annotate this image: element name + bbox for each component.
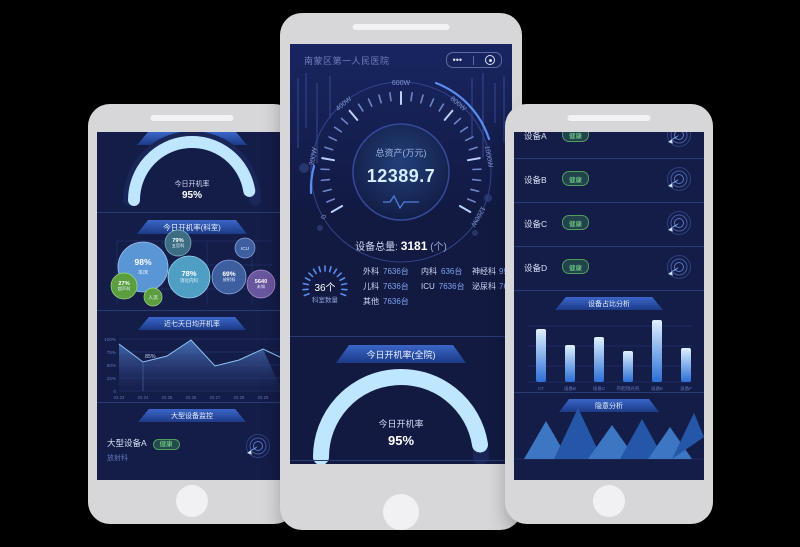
- svg-text:科室数量: 科室数量: [312, 295, 339, 304]
- svg-text:12389.7: 12389.7: [367, 166, 436, 186]
- svg-text:设备B: 设备B: [564, 385, 576, 392]
- svg-text:今日开机率: 今日开机率: [175, 179, 210, 188]
- svg-text:95%: 95%: [388, 433, 414, 448]
- svg-text:03.26: 03.26: [186, 395, 197, 400]
- svg-text:200W: 200W: [309, 147, 319, 167]
- svg-text:总资产(万元): 总资产(万元): [376, 147, 427, 158]
- svg-text:50%: 50%: [107, 363, 116, 368]
- svg-text:设备C: 设备C: [593, 385, 606, 392]
- svg-text:1000W: 1000W: [483, 145, 494, 168]
- svg-text:75%: 75%: [107, 350, 116, 355]
- svg-text:03.28: 03.28: [234, 395, 245, 400]
- svg-text:25%: 25%: [107, 376, 116, 381]
- svg-text:1200W: 1200W: [469, 205, 486, 228]
- svg-text:85%: 85%: [145, 354, 156, 360]
- svg-text:36个: 36个: [314, 282, 335, 294]
- svg-text:未知: 未知: [257, 283, 265, 290]
- svg-text:超声科: 超声科: [118, 285, 131, 292]
- svg-text:本床: 本床: [138, 268, 149, 276]
- svg-text:消化内科: 消化内科: [180, 277, 198, 284]
- svg-text:03.25: 03.25: [162, 395, 173, 400]
- svg-text:400W: 400W: [335, 95, 354, 112]
- svg-text:今日开机率: 今日开机率: [378, 418, 423, 429]
- svg-text:03.27: 03.27: [210, 395, 221, 400]
- svg-text:内胆镜光机: 内胆镜光机: [617, 385, 640, 392]
- svg-text:设备F: 设备F: [680, 385, 692, 392]
- svg-text:78%: 78%: [181, 269, 196, 278]
- svg-text:03.24: 03.24: [138, 395, 149, 400]
- svg-text:人流: 人流: [148, 294, 158, 301]
- svg-text:98%: 98%: [134, 257, 151, 267]
- svg-text:五官科: 五官科: [172, 242, 185, 249]
- svg-text:ICU: ICU: [241, 246, 250, 252]
- svg-text:95%: 95%: [182, 190, 202, 201]
- svg-text:CT: CT: [538, 386, 544, 391]
- svg-text:03.29: 03.29: [258, 395, 269, 400]
- svg-text:放射科: 放射科: [223, 276, 236, 283]
- svg-text:600W: 600W: [392, 80, 411, 87]
- svg-text:100%: 100%: [104, 337, 116, 342]
- svg-text:设备E: 设备E: [651, 385, 663, 392]
- svg-text:0: 0: [113, 389, 116, 394]
- svg-text:03.23: 03.23: [114, 395, 125, 400]
